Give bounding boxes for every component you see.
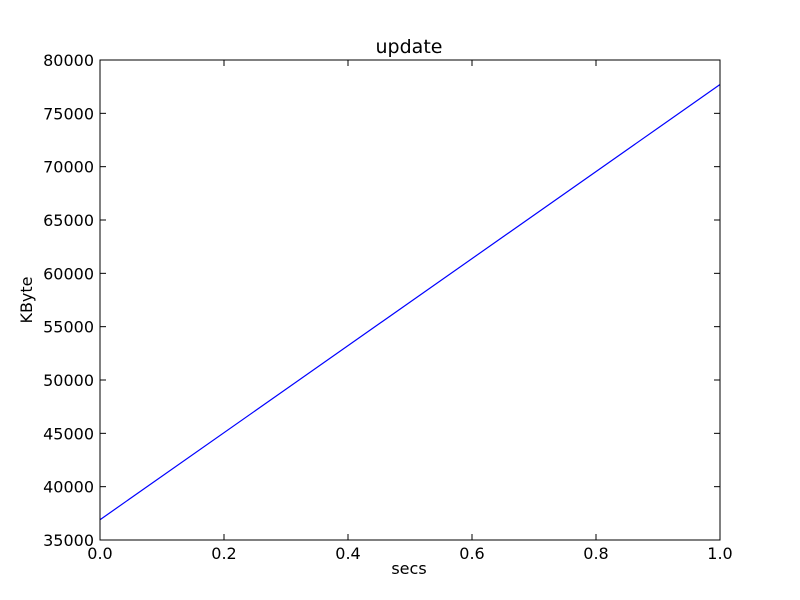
- x-tick-label: 0.4: [335, 544, 360, 563]
- x-axis-label: secs: [391, 559, 426, 578]
- x-tick-label: 0.8: [583, 544, 608, 563]
- x-tick-label: 1.0: [707, 544, 732, 563]
- x-tick-label: 0.6: [459, 544, 484, 563]
- chart-title: update: [376, 36, 443, 58]
- y-tick-label: 70000: [43, 158, 94, 177]
- y-tick-label: 55000: [43, 318, 94, 337]
- plot-area: 0.0 0.2 0.4 0.6 0.8 1.0 35000 40000 45000 50000 55…: [43, 51, 733, 563]
- y-tick-label: 45000: [43, 424, 94, 443]
- y-tick-label: 60000: [43, 264, 94, 283]
- y-tick-label: 65000: [43, 211, 94, 230]
- x-tick-label: 0.2: [211, 544, 236, 563]
- y-tick-label: 75000: [43, 104, 94, 123]
- y-tick-label: 40000: [43, 478, 94, 497]
- y-axis-label: KByte: [17, 276, 36, 323]
- y-tick-label: 50000: [43, 371, 94, 390]
- series-line-0: [99, 84, 721, 521]
- x-tick-label: 0.0: [87, 544, 112, 563]
- y-tick-label: 80000: [43, 51, 94, 70]
- y-tick-label: 35000: [43, 531, 94, 550]
- plot-frame: [99, 59, 721, 541]
